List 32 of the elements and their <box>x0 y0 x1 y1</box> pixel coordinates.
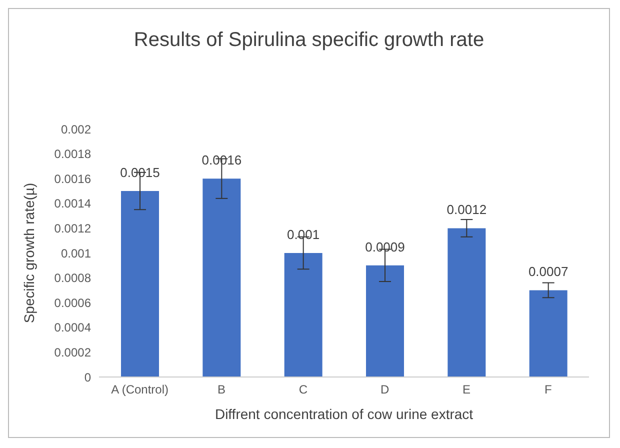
x-tick-label: D <box>380 382 390 397</box>
data-label: 0.0016 <box>202 152 242 168</box>
data-label: 0.0015 <box>120 165 160 180</box>
y-tick-label: 0.002 <box>60 122 92 136</box>
data-label: 0.0009 <box>365 239 405 254</box>
bar <box>366 265 404 377</box>
y-tick-label: 0.0004 <box>54 320 92 335</box>
x-tick-label: F <box>544 382 552 397</box>
y-tick-label: 0.0008 <box>54 271 92 286</box>
data-label: 0.0012 <box>446 202 487 218</box>
bar <box>529 290 568 377</box>
data-label: 0.001 <box>287 227 320 242</box>
y-tick-label: 0.0016 <box>54 172 92 186</box>
x-tick-label: E <box>462 382 471 397</box>
data-label: 0.0007 <box>528 264 568 280</box>
chart-title: Results of Spirulina specific growth rate <box>132 28 486 53</box>
x-tick-label: C <box>298 382 308 397</box>
y-tick-label: 0 <box>84 370 92 384</box>
bar <box>121 191 159 377</box>
y-tick-label: 0.0012 <box>54 221 92 236</box>
y-axis-title: Specific growth rate(µ) <box>20 182 37 324</box>
y-tick-label: 0.0002 <box>54 345 92 360</box>
x-tick-label: A (Control) <box>111 382 169 397</box>
y-tick-label: 0.0018 <box>54 147 92 162</box>
bar <box>202 178 241 377</box>
x-axis-title: Diffrent concentration of cow urine extract <box>214 406 474 422</box>
x-tick-label: B <box>217 382 226 397</box>
y-tick-label: 0.001 <box>60 246 92 260</box>
bar <box>284 253 322 377</box>
y-tick-label: 0.0014 <box>54 196 92 211</box>
bar <box>448 228 486 377</box>
y-tick-label: 0.0006 <box>54 296 92 310</box>
